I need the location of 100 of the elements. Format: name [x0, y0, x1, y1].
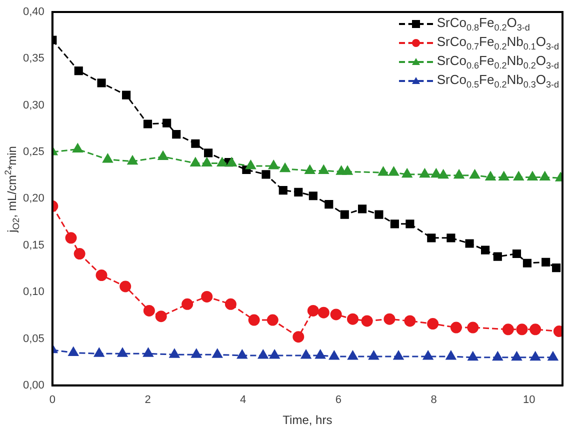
point	[422, 350, 434, 360]
point	[346, 313, 358, 325]
point	[361, 315, 373, 327]
point	[226, 157, 237, 166]
point	[224, 298, 236, 310]
point	[182, 298, 194, 310]
point	[542, 258, 550, 266]
y-tick-label: 0,35	[22, 52, 44, 65]
point	[468, 352, 478, 361]
point	[492, 352, 503, 361]
y-tick-label: 0,30	[22, 99, 44, 112]
x-tick-label: 8	[430, 394, 437, 406]
point	[454, 170, 464, 179]
point	[318, 306, 330, 318]
point	[94, 348, 104, 357]
point	[446, 234, 456, 242]
point	[65, 232, 77, 244]
point	[342, 166, 353, 175]
point	[315, 350, 326, 359]
point	[143, 348, 154, 357]
point	[201, 290, 213, 302]
point	[516, 324, 528, 336]
point	[329, 350, 340, 360]
legend-label: SrCo$_{0.5}$Fe$_{0.2}$Nb$_{0.3}$O$_{3-d}$	[436, 72, 559, 90]
point	[384, 313, 396, 325]
point	[388, 166, 399, 176]
point	[374, 210, 384, 219]
legend-label: SrCo$_{0.6}$Fe$_{0.2}$Nb$_{0.2}$O$_{3-d}$	[436, 52, 559, 70]
point	[427, 234, 436, 242]
point	[308, 192, 318, 200]
point	[450, 322, 462, 334]
point	[237, 350, 248, 359]
y-tick-label: 0,05	[22, 332, 44, 345]
point	[292, 331, 304, 343]
point	[530, 352, 540, 361]
point	[72, 143, 83, 152]
point	[470, 170, 480, 179]
point	[465, 239, 474, 248]
x-tick-label: 2	[144, 394, 151, 406]
point	[406, 220, 414, 228]
point	[420, 168, 430, 178]
y-tick-label: 0,10	[22, 286, 44, 298]
point	[527, 171, 538, 180]
point	[202, 157, 212, 166]
point	[348, 350, 358, 360]
point	[97, 78, 106, 88]
point	[102, 154, 113, 163]
legend-label: SrCo$_{0.8}$Fe$_{0.2}$O$_{3-d}$	[436, 14, 530, 32]
point	[246, 160, 256, 170]
point	[498, 171, 509, 180]
point	[330, 308, 342, 320]
x-axis-title: Time, hrs	[282, 413, 332, 428]
point	[294, 188, 303, 196]
point	[172, 130, 181, 139]
point	[278, 186, 288, 195]
y-tick-label: 0,00	[22, 379, 44, 392]
point	[530, 324, 542, 336]
point	[446, 350, 456, 360]
point	[258, 350, 268, 359]
point	[155, 310, 167, 322]
point	[268, 160, 279, 170]
x-tick-label: 10	[523, 394, 536, 406]
y-tick-label: 0,15	[22, 239, 44, 252]
point	[512, 249, 522, 258]
point	[368, 350, 379, 360]
point	[74, 66, 83, 76]
point	[300, 350, 312, 359]
point	[266, 314, 278, 326]
point	[552, 263, 561, 272]
point	[427, 318, 439, 330]
point	[122, 90, 131, 100]
y-tick-label: 0,40	[22, 6, 44, 18]
point	[162, 118, 172, 128]
point	[514, 171, 524, 180]
point	[340, 210, 349, 219]
legend-label: SrCo$_{0.7}$Fe$_{0.2}$Nb$_{0.1}$O$_{3-d}$	[436, 34, 559, 52]
point	[96, 269, 108, 281]
point	[74, 248, 86, 260]
point	[191, 348, 202, 358]
point	[204, 148, 213, 158]
point	[304, 164, 315, 174]
point	[390, 220, 399, 228]
point	[143, 120, 152, 128]
point	[262, 170, 270, 179]
point	[143, 304, 155, 316]
point	[431, 168, 442, 178]
point	[169, 348, 180, 358]
x-tick-label: 4	[240, 394, 246, 406]
point	[540, 171, 550, 180]
point	[485, 171, 496, 180]
point	[120, 280, 132, 292]
point	[307, 304, 319, 316]
point	[402, 168, 412, 178]
y-tick-label: 0,25	[22, 146, 44, 158]
point	[393, 350, 404, 360]
point	[280, 163, 290, 172]
point	[358, 204, 367, 214]
point	[324, 200, 334, 209]
point	[548, 352, 558, 361]
point	[212, 348, 222, 358]
